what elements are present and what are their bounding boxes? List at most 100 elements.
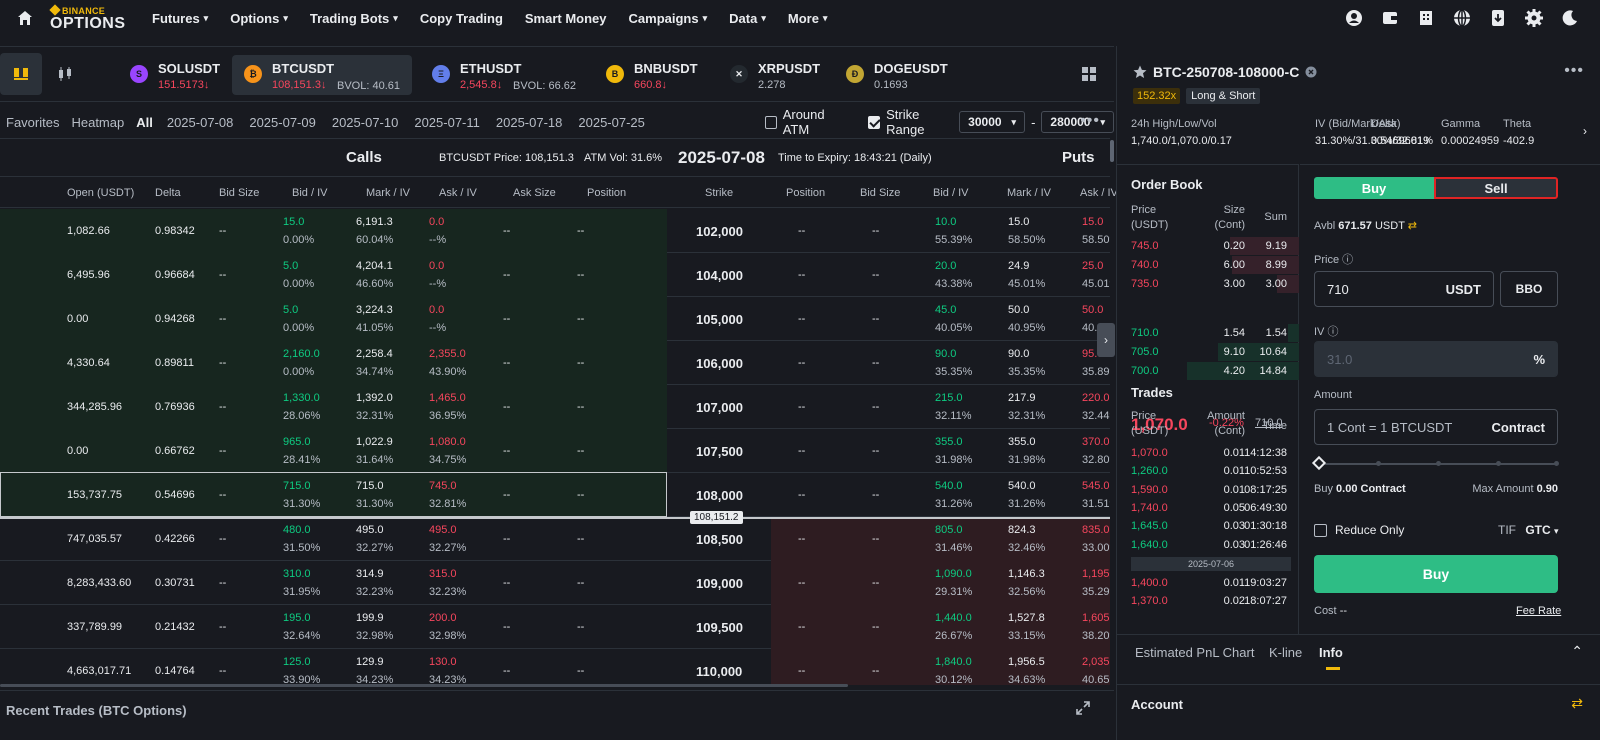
cell-p-ask[interactable]: 15.0 — [1082, 216, 1104, 228]
cell-p-ask[interactable]: 25.0 — [1082, 260, 1104, 272]
cell-p-mark[interactable]: 824.3 — [1008, 524, 1036, 536]
chain-view-button[interactable] — [0, 53, 42, 95]
nav-item-futures[interactable]: Futures ▾ — [152, 11, 208, 26]
fee-rate-link[interactable]: Fee Rate — [1516, 605, 1562, 617]
tab-estimated-pnl[interactable]: Estimated PnL Chart — [1135, 645, 1255, 660]
vertical-scrollbar[interactable] — [1110, 140, 1114, 162]
col-put-bid-size[interactable]: Bid Size — [860, 187, 901, 199]
amount-input[interactable]: 1 Cont = 1 BTCUSDT Contract — [1314, 409, 1558, 445]
reduce-only-checkbox[interactable]: Reduce Only — [1314, 523, 1404, 537]
expiry-date-2025-07-18[interactable]: 2025-07-18 — [495, 114, 563, 130]
cell-p-ask[interactable]: 1,605. — [1082, 612, 1110, 624]
col-ask-size[interactable]: Ask Size — [513, 187, 556, 199]
cell-p-bid[interactable]: 1,840.0 — [935, 656, 972, 668]
cell-bid[interactable]: 1,330.0 — [283, 392, 320, 404]
col-strike[interactable]: Strike — [705, 187, 734, 199]
ticker-dogeusdt[interactable]: Ð DOGEUSDT 0.1693 — [834, 55, 952, 95]
order-book-row[interactable]: 710.0 1.54 1.54 — [1117, 324, 1299, 342]
ticker-ethusdt[interactable]: Ξ ETHUSDT 2,545.8↓ BVOL: 66.62 — [420, 55, 588, 95]
cell-ask[interactable]: 1,080.0 — [429, 436, 466, 448]
cell-p-bid[interactable]: 355.0 — [935, 436, 963, 448]
cell-bid[interactable]: 965.0 — [283, 436, 311, 448]
ticker-btcusdt[interactable]: ₿ BTCUSDT 108,151.3↓ BVOL: 40.61 — [232, 55, 412, 95]
cell-mark[interactable]: 3,224.3 — [356, 304, 393, 316]
expiry-date-2025-07-10[interactable]: 2025-07-10 — [331, 114, 399, 130]
settings-icon[interactable] — [1524, 8, 1544, 28]
table-row[interactable]: 344,285.96 0.76936 -- 1,330.0 28.06% 1,392.0 3… — [0, 385, 1110, 429]
cell-ask[interactable]: 315.0 — [429, 568, 457, 580]
order-book-row[interactable]: 705.0 9.10 10.64 — [1117, 343, 1299, 361]
chart-view-button[interactable] — [44, 53, 86, 95]
cell-ask[interactable]: 0.0 — [429, 260, 445, 272]
table-row[interactable]: 0.00 0.66762 -- 965.0 28.41% 1,022.9 31.64% 1,0… — [0, 429, 1110, 473]
more-icon[interactable]: ••• — [1564, 62, 1584, 79]
table-row[interactable]: 747,035.57 0.42266 -- 480.0 31.50% 495.0 32.27… — [0, 517, 1110, 561]
cell-bid[interactable]: 15.0 — [283, 216, 305, 228]
cell-bid[interactable]: 5.0 — [283, 304, 299, 316]
tab-info[interactable]: Info — [1319, 645, 1343, 660]
cell-p-bid[interactable]: 1,440.0 — [935, 612, 972, 624]
cell-mark[interactable]: 1,022.9 — [356, 436, 393, 448]
col-delta[interactable]: Delta — [155, 187, 181, 199]
cell-p-bid[interactable]: 10.0 — [935, 216, 957, 228]
cell-ask[interactable]: 0.0 — [429, 304, 445, 316]
cell-p-ask[interactable]: 370.0 — [1082, 436, 1110, 448]
col-put-position[interactable]: Position — [786, 187, 826, 199]
download-icon[interactable] — [1488, 8, 1508, 28]
nav-item-smart-money[interactable]: Smart Money — [525, 11, 607, 26]
cell-p-mark[interactable]: 1,527.8 — [1008, 612, 1045, 624]
cell-p-mark[interactable]: 24.9 — [1008, 260, 1030, 272]
col-bid-iv[interactable]: Bid / IV — [292, 187, 328, 199]
cell-p-bid[interactable]: 215.0 — [935, 392, 963, 404]
cell-p-bid[interactable]: 540.0 — [935, 480, 963, 492]
col-put-bid-iv[interactable]: Bid / IV — [933, 187, 969, 199]
col-ask-iv[interactable]: Ask / IV — [439, 187, 477, 199]
cell-p-mark[interactable]: 1,956.5 — [1008, 656, 1045, 668]
nav-item-data[interactable]: Data ▾ — [729, 11, 766, 26]
table-row[interactable]: 8,283,433.60 0.30731 -- 310.0 31.95% 314.9 32.… — [0, 561, 1110, 605]
table-row[interactable]: 337,789.99 0.21432 -- 195.0 32.64% 199.9 32.98… — [0, 605, 1110, 649]
cell-mark[interactable]: 1,392.0 — [356, 392, 393, 404]
wallet-icon[interactable] — [1380, 8, 1400, 28]
ticker-bnbusdt[interactable]: B BNBUSDT 660.8↓ — [594, 55, 712, 95]
table-row[interactable]: 4,663,017.71 0.14764 -- 125.0 33.90% 129.9 34.… — [0, 649, 1110, 685]
cell-ask[interactable]: 200.0 — [429, 612, 457, 624]
table-row[interactable]: 4,330.64 0.89811 -- 2,160.0 0.00% 2,258.4 34.7… — [0, 341, 1110, 385]
cell-mark[interactable]: 715.0 — [356, 480, 384, 492]
cell-ask[interactable]: 745.0 — [429, 480, 457, 492]
iv-input[interactable]: 31.0 % — [1314, 341, 1558, 377]
cell-mark[interactable]: 314.9 — [356, 568, 384, 580]
cell-p-bid[interactable]: 805.0 — [935, 524, 963, 536]
cell-mark[interactable]: 4,204.1 — [356, 260, 393, 272]
chevron-up-icon[interactable]: ⌃ — [1571, 643, 1583, 659]
around-atm-checkbox[interactable]: Around ATM — [764, 107, 846, 137]
submit-buy-button[interactable]: Buy — [1314, 555, 1558, 593]
cell-p-mark[interactable]: 90.0 — [1008, 348, 1030, 360]
order-book-row[interactable]: 745.0 0.20 9.19 — [1117, 237, 1299, 255]
contract-name[interactable]: BTC-250708-108000-C — [1153, 64, 1300, 80]
horizontal-scrollbar[interactable] — [0, 684, 848, 687]
nav-item-trading-bots[interactable]: Trading Bots ▾ — [310, 11, 398, 26]
user-icon[interactable] — [1344, 8, 1364, 28]
tab-heatmap[interactable]: Heatmap — [71, 114, 125, 130]
cell-p-bid[interactable]: 90.0 — [935, 348, 957, 360]
expiry-date-2025-07-25[interactable]: 2025-07-25 — [578, 114, 645, 130]
cell-bid[interactable]: 310.0 — [283, 568, 311, 580]
order-book-row[interactable]: 740.0 6.00 8.99 — [1117, 256, 1299, 274]
recent-trades-title[interactable]: Recent Trades (BTC Options) — [6, 703, 187, 718]
transfer-icon[interactable]: ⇄ — [1407, 220, 1418, 232]
nav-item-campaigns[interactable]: Campaigns ▾ — [629, 11, 708, 26]
expiry-date-2025-07-09[interactable]: 2025-07-09 — [249, 114, 316, 130]
amount-slider[interactable] — [1311, 455, 1559, 471]
grid-icon[interactable] — [1082, 67, 1096, 81]
col-bid-size[interactable]: Bid Size — [219, 187, 260, 199]
cell-p-mark[interactable]: 355.0 — [1008, 436, 1036, 448]
cell-p-bid[interactable]: 1,090.0 — [935, 568, 972, 580]
cell-p-mark[interactable]: 15.0 — [1008, 216, 1030, 228]
globe-icon[interactable] — [1452, 8, 1472, 28]
cell-mark[interactable]: 2,258.4 — [356, 348, 393, 360]
cell-bid[interactable]: 195.0 — [283, 612, 311, 624]
cell-bid[interactable]: 5.0 — [283, 260, 299, 272]
sell-tab[interactable]: Sell — [1434, 177, 1558, 199]
nav-item-options[interactable]: Options ▾ — [230, 11, 288, 26]
